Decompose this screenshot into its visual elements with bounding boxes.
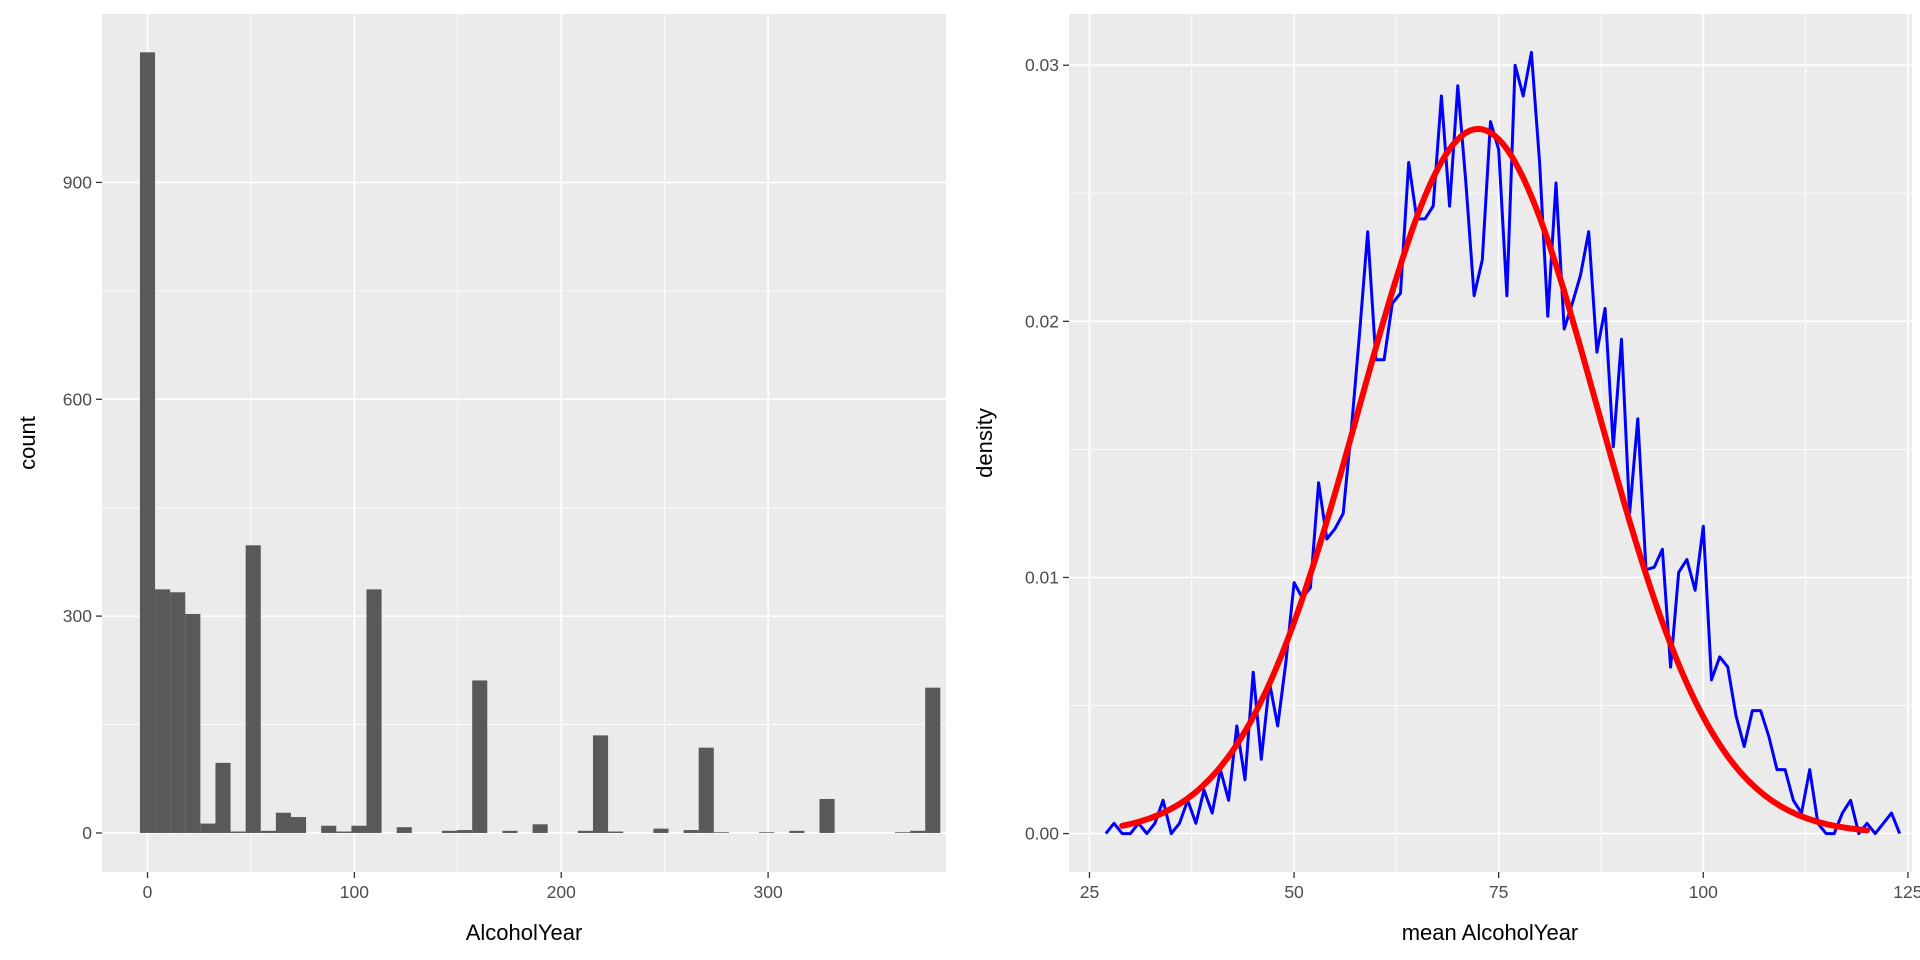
histogram-bar [321, 825, 337, 833]
histogram-bar [275, 812, 291, 833]
histogram-bar [698, 747, 714, 833]
histogram-y-axis-title: count [15, 416, 40, 470]
histogram-bar [396, 827, 412, 833]
density-x-tick-label: 50 [1284, 882, 1304, 902]
density-y-tick-label: 0.01 [1025, 567, 1059, 587]
histogram-y-tick-label: 0 [82, 823, 92, 843]
histogram-bars [139, 52, 941, 833]
density-y-axis-title: density [972, 408, 997, 478]
density-x-tick-label: 75 [1489, 882, 1508, 902]
histogram-bar [608, 831, 624, 833]
histogram-bar [245, 545, 261, 833]
histogram-bar [155, 589, 171, 833]
histogram-bar [441, 830, 458, 833]
density-y-tick-label: 0.00 [1025, 824, 1059, 844]
histogram-x-tick-label: 200 [547, 882, 576, 902]
histogram-bar [592, 735, 609, 833]
density-chart: 25 50 75 100 125 0.00 0.01 0.02 0.03 mean Alcoh… [972, 14, 1920, 945]
histogram-y-tick-label: 300 [63, 606, 92, 626]
histogram-y-tick-label: 900 [63, 172, 92, 192]
histogram-bar [200, 823, 216, 833]
histogram-bar [532, 824, 548, 833]
histogram-bar [683, 830, 699, 833]
density-panel-background [1069, 14, 1912, 872]
empirical-density-line [1104, 50, 1902, 836]
density-lines [1104, 50, 1902, 836]
density-x-tick-label: 100 [1689, 882, 1718, 902]
normal-density-curve [1119, 125, 1870, 834]
histogram-bar [139, 52, 156, 833]
histogram-x-ticks: 0 100 200 300 [143, 872, 783, 902]
histogram-bar [653, 828, 669, 833]
density-y-tick-label: 0.02 [1025, 311, 1059, 331]
histogram-bar [290, 817, 307, 833]
histogram-panel-background [102, 14, 946, 872]
histogram-bar [260, 830, 276, 833]
histogram-bar [472, 680, 488, 833]
histogram-x-axis-title: AlcoholYear [466, 920, 583, 945]
histogram-bar [215, 762, 231, 833]
histogram-y-ticks: 0 300 600 900 [63, 172, 102, 843]
histogram-bar [230, 831, 246, 833]
histogram-bar [789, 830, 805, 833]
density-x-tick-label: 125 [1893, 882, 1920, 902]
histogram-bar [713, 832, 729, 833]
histogram-bar [457, 830, 473, 833]
histogram-x-tick-label: 300 [753, 882, 782, 902]
histogram-chart: 0 100 200 300 0 300 600 900 AlcoholYear count [15, 14, 946, 945]
histogram-bar [170, 592, 186, 833]
density-x-axis-title: mean AlcoholYear [1402, 920, 1579, 945]
histogram-x-tick-label: 100 [340, 882, 369, 902]
histogram-bar [366, 589, 382, 833]
histogram-bar [351, 825, 367, 833]
histogram-bar [819, 798, 835, 833]
histogram-bar [577, 830, 593, 833]
density-x-ticks: 25 50 75 100 125 [1080, 872, 1920, 902]
histogram-x-tick-label: 0 [143, 882, 153, 902]
histogram-bar [895, 832, 911, 833]
histogram-bar [185, 613, 201, 833]
histogram-bar [502, 830, 518, 833]
histogram-bar [925, 687, 941, 833]
histogram-bar [910, 830, 926, 833]
density-y-tick-label: 0.03 [1025, 55, 1059, 75]
histogram-y-tick-label: 600 [63, 389, 92, 409]
histogram-bar [759, 832, 775, 833]
histogram-bar [336, 831, 352, 833]
density-x-tick-label: 25 [1080, 882, 1099, 902]
density-y-ticks: 0.00 0.01 0.02 0.03 [1025, 55, 1069, 844]
